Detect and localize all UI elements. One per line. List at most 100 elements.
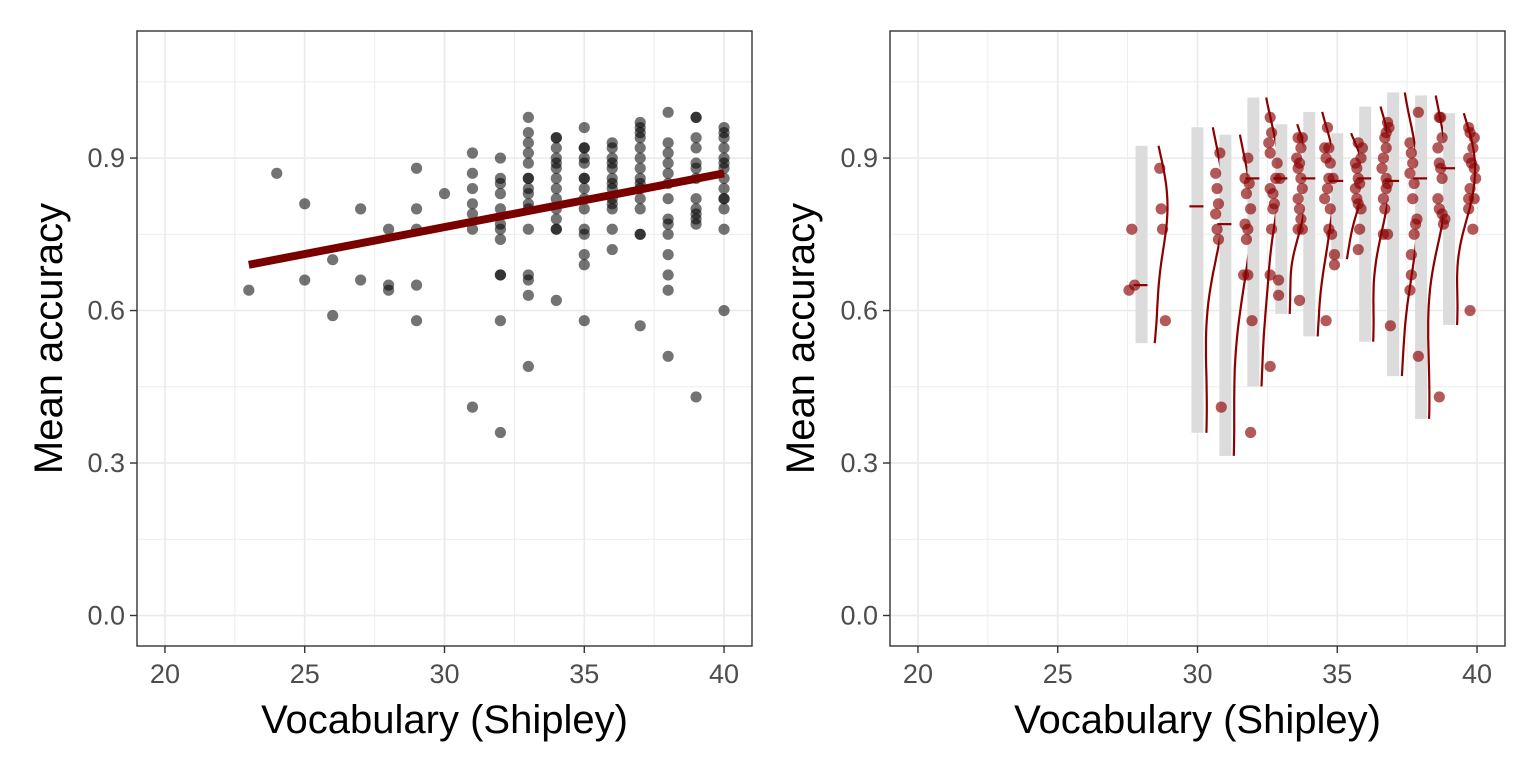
- data-point: [494, 269, 507, 281]
- data-point: [1264, 111, 1276, 124]
- data-point: [1432, 142, 1444, 154]
- data-point: [1464, 304, 1476, 317]
- data-point: [578, 121, 590, 134]
- data-point: [1264, 360, 1276, 373]
- data-point: [494, 223, 507, 235]
- violin-shade: [1275, 124, 1288, 314]
- data-point: [243, 284, 255, 296]
- data-point: [355, 203, 367, 215]
- data-point: [1210, 208, 1222, 220]
- data-point: [1293, 203, 1306, 215]
- data-point: [718, 193, 730, 205]
- data-point: [299, 274, 311, 286]
- data-point: [550, 182, 562, 195]
- data-point: [494, 315, 507, 327]
- data-point: [550, 132, 562, 144]
- data-point: [1351, 162, 1363, 174]
- data-point: [1319, 142, 1331, 154]
- data-point: [1328, 249, 1341, 261]
- violin-shade: [1247, 97, 1260, 387]
- data-point: [1295, 213, 1307, 225]
- data-point: [634, 152, 646, 164]
- data-point: [1246, 315, 1258, 327]
- data-point: [718, 203, 730, 215]
- data-point: [662, 147, 674, 159]
- data-point: [1242, 152, 1254, 164]
- data-point: [1271, 157, 1283, 169]
- data-point: [1380, 182, 1392, 195]
- data-point: [1354, 223, 1366, 235]
- data-point: [1327, 172, 1339, 184]
- data-point: [1467, 142, 1479, 154]
- data-point: [1436, 172, 1448, 184]
- right-panel: 20 25 30 35 40 0.0 0.3 0.6 0.9 Vocabulary (Shipl…: [779, 30, 1506, 742]
- data-point: [1412, 350, 1424, 362]
- data-point: [494, 177, 507, 190]
- data-point: [466, 147, 479, 159]
- data-point: [1409, 218, 1422, 230]
- data-point: [1265, 223, 1278, 235]
- data-point: [1463, 203, 1475, 215]
- data-point: [438, 188, 451, 200]
- violin-shade: [1415, 95, 1428, 419]
- right-panel-marks: [1123, 106, 1482, 439]
- data-point: [662, 228, 674, 240]
- data-point: [1405, 269, 1417, 281]
- x-tick-label: 25: [1043, 659, 1073, 689]
- left-y-axis-title: Mean accuracy: [27, 203, 71, 474]
- data-point: [1292, 193, 1304, 205]
- data-point: [1408, 228, 1420, 240]
- data-point: [1296, 182, 1308, 195]
- data-point: [522, 111, 534, 124]
- right-x-axis-title: Vocabulary (Shipley): [1014, 698, 1381, 742]
- data-point: [466, 223, 479, 235]
- y-tick-label: 0.0: [840, 601, 878, 631]
- data-point: [382, 284, 395, 296]
- data-point: [662, 157, 674, 169]
- data-point: [578, 249, 590, 261]
- data-point: [634, 193, 646, 205]
- left-panel-marks: [243, 106, 730, 439]
- data-point: [1404, 137, 1416, 149]
- data-point: [718, 223, 730, 235]
- data-point: [494, 152, 507, 164]
- data-point: [1264, 147, 1276, 159]
- data-point: [410, 279, 423, 291]
- data-point: [662, 350, 674, 362]
- data-point: [634, 142, 646, 154]
- data-point: [1412, 106, 1424, 118]
- data-point: [1437, 218, 1450, 230]
- data-point: [1242, 269, 1254, 281]
- data-point: [1240, 233, 1253, 245]
- violin-outline: [1153, 145, 1169, 344]
- data-point: [1272, 289, 1285, 301]
- data-point: [1321, 121, 1334, 134]
- data-point: [1129, 279, 1141, 291]
- data-point: [690, 111, 702, 124]
- y-tick-label: 0.3: [840, 448, 878, 478]
- y-tick-label: 0.9: [840, 143, 878, 173]
- data-point: [578, 172, 590, 184]
- data-point: [550, 142, 562, 154]
- data-point: [662, 284, 674, 296]
- data-point: [522, 360, 534, 373]
- data-point: [1356, 142, 1369, 154]
- data-point: [299, 198, 311, 210]
- x-tick-label: 40: [709, 659, 739, 689]
- data-point: [1296, 132, 1308, 144]
- data-point: [1379, 132, 1391, 144]
- data-point: [1377, 152, 1389, 164]
- data-point: [1349, 182, 1362, 195]
- data-point: [1245, 426, 1257, 439]
- data-point: [662, 193, 674, 205]
- data-point: [1214, 147, 1226, 159]
- data-point: [1468, 193, 1480, 205]
- data-point: [1212, 233, 1225, 245]
- data-point: [466, 208, 479, 220]
- data-point: [1380, 142, 1392, 154]
- data-point: [1156, 223, 1169, 235]
- data-point: [327, 254, 339, 266]
- data-point: [606, 203, 618, 215]
- left-panel: 20 25 30 35 40 0.0 0.3 0.6 0.9 Vocabulary (Shipl…: [27, 30, 753, 742]
- data-point: [1240, 188, 1253, 200]
